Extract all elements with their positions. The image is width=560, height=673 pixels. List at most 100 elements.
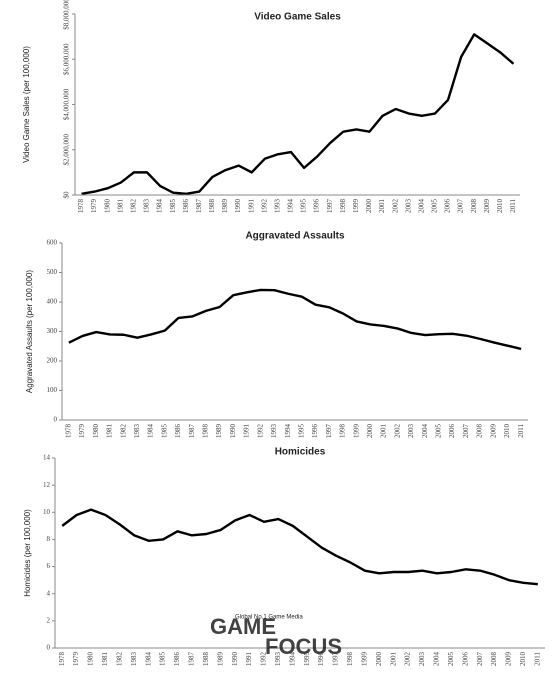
- x-tick-label: 1978: [64, 424, 72, 439]
- x-tick-label: 1994: [284, 424, 292, 439]
- x-tick-label: 1981: [106, 424, 114, 439]
- x-tick-label: 1996: [311, 424, 319, 439]
- x-tick-label: 1994: [288, 652, 296, 667]
- y-tick-label: 200: [47, 357, 58, 365]
- x-tick-label: 2002: [404, 652, 412, 667]
- x-tick-label: 2010: [519, 652, 527, 667]
- watermark-brand: FOCUS: [265, 634, 342, 659]
- x-tick-label: 1986: [182, 199, 190, 214]
- y-tick-label: 0: [54, 416, 58, 424]
- x-tick-label: 2004: [421, 424, 429, 439]
- y-axis-label: Aggravated Assaults (per 100,000): [25, 270, 34, 394]
- y-tick-label: 0: [47, 644, 51, 652]
- y-tick-label: 14: [43, 454, 51, 462]
- watermark-brand: GAME: [210, 614, 276, 639]
- x-tick-label: 1992: [256, 424, 264, 439]
- watermark-tagline: Global No.1 Game Media: [235, 615, 303, 621]
- x-tick-label: 2001: [389, 652, 397, 667]
- x-tick-label: 1995: [297, 424, 305, 439]
- y-tick-label: $2,000,000: [63, 134, 71, 166]
- x-tick-label: 1984: [147, 424, 155, 439]
- x-tick-label: 1991: [245, 652, 253, 667]
- x-tick-label: 1993: [274, 652, 282, 667]
- x-tick-label: 2004: [417, 199, 425, 214]
- y-tick-label: 12: [43, 481, 51, 489]
- x-tick-label: 1990: [229, 424, 237, 439]
- chart-title: Video Game Sales: [254, 12, 341, 23]
- x-tick-label: 1999: [352, 199, 360, 214]
- x-tick-label: 1978: [77, 199, 85, 214]
- x-tick-label: 2000: [375, 652, 383, 667]
- x-tick-label: 2007: [457, 199, 465, 214]
- x-tick-label: 2009: [489, 424, 497, 439]
- x-tick-label: 1997: [332, 652, 340, 667]
- x-tick-label: 2011: [533, 652, 541, 666]
- x-tick-label: 1992: [260, 199, 268, 214]
- x-tick-label: 1985: [159, 652, 167, 667]
- x-tick-label: 1982: [119, 424, 127, 439]
- x-tick-label: 1994: [287, 199, 295, 214]
- x-tick-label: 1993: [270, 424, 278, 439]
- x-tick-label: 2005: [431, 199, 439, 214]
- x-tick-label: 1985: [169, 199, 177, 214]
- x-tick-label: 1987: [188, 424, 196, 439]
- y-tick-label: $4,000,000: [63, 88, 71, 120]
- x-tick-label: 1989: [216, 652, 224, 667]
- x-tick-label: 2003: [404, 199, 412, 214]
- line-series: [68, 288, 522, 351]
- x-tick-label: 2007: [462, 424, 470, 439]
- x-tick-label: 1984: [156, 199, 164, 214]
- x-tick-label: 2008: [490, 652, 498, 667]
- x-tick-label: 1980: [87, 652, 95, 667]
- y-axis-label: Homicides (per 100,000): [23, 509, 32, 597]
- x-tick-label: 1998: [346, 652, 354, 667]
- x-tick-label: 2011: [517, 424, 525, 438]
- x-tick-label: 1989: [215, 424, 223, 439]
- line-series: [61, 508, 538, 586]
- x-tick-label: 2000: [365, 199, 373, 214]
- x-tick-label: 2006: [461, 652, 469, 667]
- y-axis-label: Video Game Sales (per 100,000): [22, 46, 31, 163]
- x-tick-label: 1995: [300, 199, 308, 214]
- x-tick-label: 1986: [173, 652, 181, 667]
- x-tick-label: 1987: [195, 199, 203, 214]
- x-tick-label: 1981: [101, 652, 109, 667]
- x-tick-label: 1993: [273, 199, 281, 214]
- x-tick-label: 2001: [378, 199, 386, 214]
- x-tick-label: 1982: [115, 652, 123, 667]
- x-tick-label: 1980: [103, 199, 111, 214]
- x-tick-label: 2008: [476, 424, 484, 439]
- x-tick-label: 1998: [339, 424, 347, 439]
- x-tick-label: 1979: [78, 424, 86, 439]
- x-tick-label: 1988: [202, 652, 210, 667]
- x-tick-label: 2006: [444, 199, 452, 214]
- x-tick-label: 2005: [435, 424, 443, 439]
- x-tick-label: 1988: [208, 199, 216, 214]
- line-series: [81, 33, 515, 196]
- y-tick-label: 500: [47, 268, 58, 276]
- x-tick-label: 2004: [433, 652, 441, 667]
- x-tick-label: 2009: [505, 652, 513, 667]
- x-tick-label: 1989: [221, 199, 229, 214]
- x-tick-label: 1979: [90, 199, 98, 214]
- y-tick-label: $8,000,000: [63, 0, 71, 30]
- x-tick-label: 1981: [116, 199, 124, 214]
- x-tick-label: 2007: [476, 652, 484, 667]
- x-tick-label: 1990: [234, 199, 242, 214]
- x-tick-label: 1988: [202, 424, 210, 439]
- y-tick-label: 2: [47, 616, 51, 624]
- chart-title: Homicides: [275, 447, 326, 458]
- x-tick-label: 2001: [380, 424, 388, 439]
- x-tick-label: 1999: [352, 424, 360, 439]
- x-tick-label: 1997: [326, 199, 334, 214]
- x-tick-label: 1996: [317, 652, 325, 667]
- x-tick-label: 2003: [418, 652, 426, 667]
- chart-title: Aggravated Assaults: [245, 231, 345, 242]
- x-tick-label: 1996: [313, 199, 321, 214]
- x-tick-label: 1986: [174, 424, 182, 439]
- x-tick-label: 1979: [72, 652, 80, 667]
- x-tick-label: 2009: [483, 199, 491, 214]
- y-tick-label: 600: [47, 239, 58, 247]
- x-tick-label: 2005: [447, 652, 455, 667]
